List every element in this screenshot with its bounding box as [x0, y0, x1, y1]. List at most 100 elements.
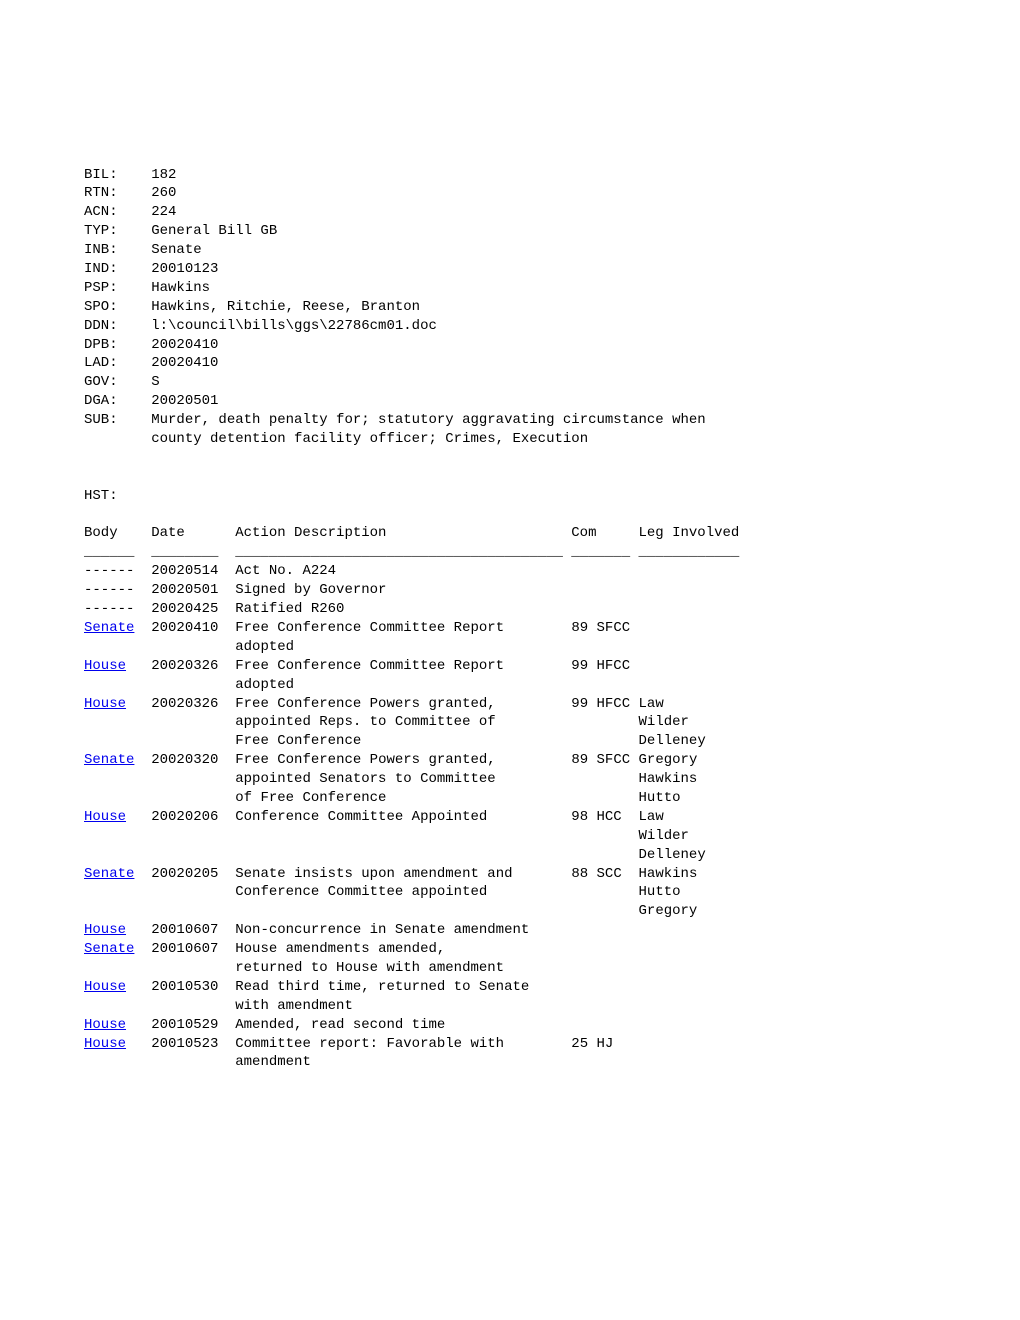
- com-text: [571, 714, 638, 730]
- table-row: Delleney: [84, 846, 936, 865]
- leg-text: Delleney: [639, 733, 706, 749]
- leg-text: Hawkins: [639, 771, 698, 787]
- leg-text: Gregory: [639, 903, 698, 919]
- com-text: [571, 639, 638, 655]
- table-row: with amendment: [84, 997, 936, 1016]
- table-row: Wilder: [84, 827, 936, 846]
- com-text: [571, 847, 638, 863]
- action-text: Act No. A224: [235, 563, 571, 579]
- com-text: [571, 771, 638, 787]
- table-row: Free Conference Delleney: [84, 732, 936, 751]
- table-header: Body Date Action Description Com Leg Inv…: [84, 524, 936, 543]
- action-text: Free Conference Committee Report: [235, 620, 571, 636]
- table-row: appointed Reps. to Committee of Wilder: [84, 713, 936, 732]
- action-text: returned to House with amendment: [235, 960, 571, 976]
- leg-text: Hutto: [639, 790, 681, 806]
- blank-line: [84, 449, 936, 468]
- action-text: [235, 847, 571, 863]
- leg-text: Hawkins: [639, 866, 698, 882]
- leg-text: Gregory: [639, 752, 698, 768]
- table-row: Senate 20020205 Senate insists upon amen…: [84, 865, 936, 884]
- table-row: amendment: [84, 1053, 936, 1072]
- action-text: [235, 828, 571, 844]
- table-row: Senate 20020320 Free Conference Powers g…: [84, 751, 936, 770]
- body-link[interactable]: Senate: [84, 752, 134, 768]
- meta-value: 260: [151, 185, 176, 201]
- com-text: 99 HFCC: [571, 658, 638, 674]
- action-text: Free Conference: [235, 733, 571, 749]
- table-row: Senate 20010607 House amendments amended…: [84, 940, 936, 959]
- meta-value: Murder, death penalty for; statutory agg…: [151, 412, 706, 428]
- action-text: Senate insists upon amendment and: [235, 866, 571, 882]
- leg-text: Delleney: [639, 847, 706, 863]
- action-text: [235, 903, 571, 919]
- action-text: amendment: [235, 1054, 571, 1070]
- body-link[interactable]: House: [84, 696, 126, 712]
- com-text: [571, 941, 638, 957]
- body-link[interactable]: House: [84, 922, 126, 938]
- body-link[interactable]: Senate: [84, 620, 134, 636]
- action-text: Free Conference Committee Report: [235, 658, 571, 674]
- action-text: Ratified R260: [235, 601, 571, 617]
- meta-value: 20010123: [151, 261, 218, 277]
- com-text: [571, 1054, 638, 1070]
- meta-value: 224: [151, 204, 176, 220]
- meta-value: 182: [151, 167, 176, 183]
- table-row: appointed Senators to Committee Hawkins: [84, 770, 936, 789]
- com-text: [571, 903, 638, 919]
- action-text: Conference Committee appointed: [235, 884, 571, 900]
- meta-value: General Bill GB: [151, 223, 277, 239]
- body-link[interactable]: House: [84, 809, 126, 825]
- action-text: Free Conference Powers granted,: [235, 752, 571, 768]
- com-text: 25 HJ: [571, 1036, 638, 1052]
- body-link[interactable]: House: [84, 1017, 126, 1033]
- action-text: Signed by Governor: [235, 582, 571, 598]
- com-text: 89 SFCC: [571, 752, 638, 768]
- action-text: adopted: [235, 677, 571, 693]
- leg-text: Law: [639, 696, 664, 712]
- blank-line: [84, 506, 936, 525]
- com-text: [571, 979, 638, 995]
- table-row: of Free Conference Hutto: [84, 789, 936, 808]
- meta-field: DPB: 20020410: [84, 336, 936, 355]
- table-row: ------ 20020501 Signed by Governor: [84, 581, 936, 600]
- meta-field: PSP: Hawkins: [84, 279, 936, 298]
- meta-value: Senate: [151, 242, 201, 258]
- action-text: with amendment: [235, 998, 571, 1014]
- table-row: ------ 20020514 Act No. A224: [84, 562, 936, 581]
- meta-value: Hawkins, Ritchie, Reese, Branton: [151, 299, 420, 315]
- action-text: Conference Committee Appointed: [235, 809, 571, 825]
- table-row: Conference Committee appointed Hutto: [84, 883, 936, 902]
- meta-field: IND: 20010123: [84, 260, 936, 279]
- body-link[interactable]: Senate: [84, 866, 134, 882]
- com-text: [571, 563, 638, 579]
- table-row: adopted: [84, 676, 936, 695]
- action-text: Amended, read second time: [235, 1017, 571, 1033]
- document-root: BIL: 182RTN: 260ACN: 224TYP: General Bil…: [84, 166, 936, 1073]
- table-row: adopted: [84, 638, 936, 657]
- action-text: Non-concurrence in Senate amendment: [235, 922, 571, 938]
- table-row: Gregory: [84, 902, 936, 921]
- com-text: [571, 998, 638, 1014]
- hst-label: HST:: [84, 487, 936, 506]
- com-text: [571, 828, 638, 844]
- action-text: appointed Senators to Committee: [235, 771, 571, 787]
- meta-field: TYP: General Bill GB: [84, 222, 936, 241]
- body-link[interactable]: Senate: [84, 941, 134, 957]
- body-link[interactable]: House: [84, 658, 126, 674]
- table-row: Senate 20020410 Free Conference Committe…: [84, 619, 936, 638]
- meta-field: GOV: S: [84, 373, 936, 392]
- com-text: 89 SFCC: [571, 620, 638, 636]
- action-text: Committee report: Favorable with: [235, 1036, 571, 1052]
- table-separator: ______ ________ ________________________…: [84, 543, 936, 562]
- meta-value: county detention facility officer; Crime…: [151, 431, 588, 447]
- action-text: appointed Reps. to Committee of: [235, 714, 571, 730]
- table-row: ------ 20020425 Ratified R260: [84, 600, 936, 619]
- com-text: [571, 601, 638, 617]
- meta-field: SUB: Murder, death penalty for; statutor…: [84, 411, 936, 430]
- meta-field: ACN: 224: [84, 203, 936, 222]
- body-link[interactable]: House: [84, 979, 126, 995]
- com-text: [571, 884, 638, 900]
- blank-line: [84, 468, 936, 487]
- body-link[interactable]: House: [84, 1036, 126, 1052]
